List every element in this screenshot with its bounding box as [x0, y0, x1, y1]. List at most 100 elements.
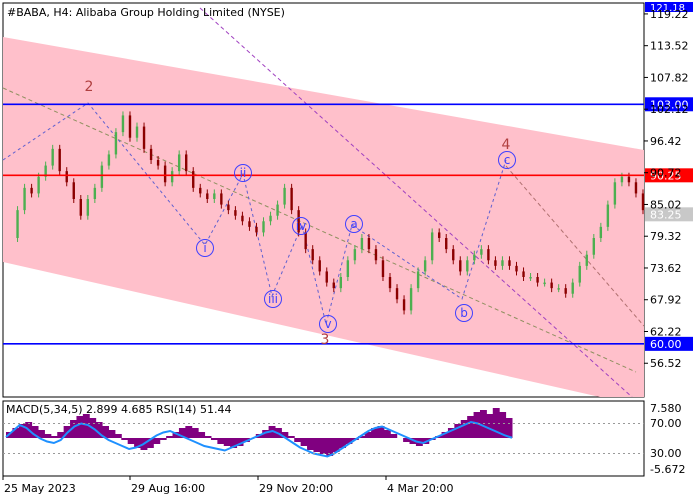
- macd-bar: [492, 408, 500, 438]
- macd-bar: [313, 438, 321, 452]
- candle-body: [199, 187, 202, 194]
- candle-body: [374, 249, 378, 261]
- macd-bar: [281, 432, 289, 438]
- macd-bar: [473, 412, 481, 438]
- candle-body: [508, 260, 511, 266]
- y-tick-label: 56.52: [650, 357, 682, 370]
- macd-bar: [210, 438, 218, 440]
- candle-body: [360, 238, 364, 250]
- candle-body: [473, 254, 476, 261]
- macd-bar: [166, 436, 174, 438]
- candle-body: [332, 282, 335, 289]
- dashed-trendline-purple: [199, 7, 633, 397]
- candle-body: [283, 187, 286, 205]
- candle-body: [44, 165, 47, 177]
- candle-body: [620, 176, 624, 183]
- candle-body: [192, 171, 195, 188]
- indicator-tick-label: -5.672: [650, 463, 685, 476]
- wave-label-circle: [319, 315, 337, 333]
- candle-body: [641, 193, 645, 211]
- wave-label-b: b: [460, 306, 468, 320]
- chart-title: #BABA, H4: Alibaba Group Holding Limited…: [7, 6, 285, 19]
- level-tag-103.00: [645, 97, 693, 112]
- candle-body: [606, 204, 610, 227]
- wave-label-c: c: [504, 153, 511, 167]
- wave-path: [2, 102, 507, 325]
- macd-bar: [345, 438, 353, 444]
- candle-body: [58, 148, 61, 172]
- wave-label-circle: [234, 164, 252, 182]
- macd-bar: [358, 436, 366, 438]
- macd-bar: [307, 438, 314, 450]
- x-tick-label: 29 Nov 20:00: [259, 482, 333, 495]
- macd-bar: [319, 438, 327, 454]
- macd-bar: [294, 438, 302, 442]
- candle-body: [445, 238, 448, 250]
- wave-label-circle: [498, 151, 516, 169]
- candle-body: [416, 271, 420, 289]
- indicator-label: MACD(5,34,5) 2.899 4.685 RSI(14) 51.44: [6, 403, 231, 416]
- wave-label-circle: [455, 304, 473, 322]
- candle-body: [51, 148, 54, 166]
- candle-body: [423, 260, 427, 272]
- candle-body: [156, 160, 160, 166]
- candle-body: [121, 115, 125, 133]
- candle-body: [529, 277, 532, 279]
- macd-bar: [127, 438, 135, 444]
- macd-bar: [172, 432, 180, 438]
- level-tag-text: 103.00: [650, 98, 689, 111]
- macd-bar: [460, 420, 468, 438]
- wave-label-4: 4: [502, 137, 511, 153]
- macd-bar: [499, 412, 507, 438]
- wave-label-circle: [196, 239, 214, 257]
- wave-label-circle: [292, 217, 310, 235]
- macd-bar: [447, 428, 455, 438]
- candle-body: [381, 260, 385, 278]
- candle-body: [571, 282, 574, 294]
- candle-body: [304, 232, 307, 250]
- candle-body: [311, 249, 314, 261]
- macd-bar: [262, 430, 270, 438]
- wave-label-circle: [345, 215, 363, 233]
- candle-body: [522, 271, 525, 278]
- macd-bar: [403, 438, 411, 442]
- macd-bar: [300, 438, 308, 446]
- macd-bar: [217, 438, 225, 444]
- candle-body: [367, 238, 371, 250]
- candle-body: [72, 182, 75, 200]
- macd-bar: [38, 430, 45, 438]
- y-tick-label: 73.62: [650, 262, 682, 275]
- y-tick-label: 102.12: [650, 103, 689, 116]
- candle-body: [466, 260, 469, 272]
- candle-body: [339, 277, 343, 289]
- current-price-tag: [645, 207, 693, 222]
- wave-label-ii: ii: [240, 166, 247, 180]
- y-tick-label: 62.22: [650, 325, 682, 338]
- candle-body: [452, 249, 455, 261]
- candle-body: [234, 210, 237, 216]
- macd-bar: [204, 436, 212, 438]
- candle-body: [388, 277, 392, 289]
- macd-bar: [390, 434, 398, 438]
- candle-body: [501, 260, 504, 266]
- x-tick-label: 29 Aug 16:00: [131, 482, 205, 495]
- macd-bar: [185, 426, 193, 438]
- candle-body: [515, 265, 518, 272]
- candle-body: [255, 226, 258, 233]
- macd-bar: [377, 426, 385, 438]
- candle-body: [241, 215, 244, 222]
- macd-bar: [223, 438, 231, 446]
- macd-bar: [12, 428, 20, 438]
- candle-body: [65, 171, 68, 183]
- dashed-projection: [505, 165, 644, 327]
- candle-body: [564, 288, 567, 294]
- candle-body: [86, 199, 90, 216]
- candle-body: [585, 254, 588, 266]
- macd-bar: [159, 438, 167, 440]
- candle-body: [487, 249, 490, 261]
- candle-body: [185, 154, 188, 172]
- candle-body: [459, 260, 462, 272]
- wave-label-v: v: [324, 317, 331, 331]
- y-tick-label: 121.18: [650, 3, 685, 14]
